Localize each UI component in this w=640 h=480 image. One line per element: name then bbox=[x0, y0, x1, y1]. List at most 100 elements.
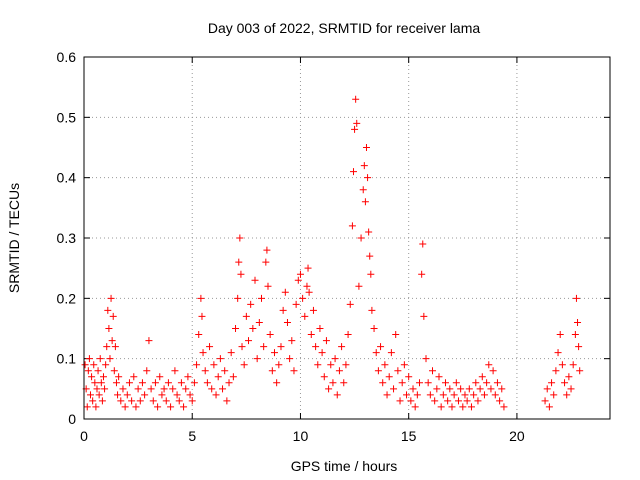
data-point bbox=[198, 312, 206, 320]
data-point bbox=[263, 246, 271, 254]
data-point bbox=[125, 379, 133, 387]
data-point bbox=[255, 318, 263, 326]
data-point bbox=[223, 397, 231, 405]
data-point bbox=[561, 379, 569, 387]
data-point bbox=[413, 391, 421, 399]
data-point bbox=[84, 367, 92, 375]
data-point bbox=[245, 337, 253, 345]
x-tick-label: 15 bbox=[401, 428, 417, 444]
data-point bbox=[416, 379, 424, 387]
data-point bbox=[470, 391, 478, 399]
data-point bbox=[134, 385, 142, 393]
data-point bbox=[214, 373, 222, 381]
data-point bbox=[201, 367, 209, 375]
data-point bbox=[569, 361, 577, 369]
data-point bbox=[190, 379, 198, 387]
data-point bbox=[554, 349, 562, 357]
data-point bbox=[277, 343, 285, 351]
data-point bbox=[121, 403, 129, 411]
data-point bbox=[424, 379, 432, 387]
data-point bbox=[379, 379, 387, 387]
data-point bbox=[234, 294, 242, 302]
data-point bbox=[141, 391, 149, 399]
data-point bbox=[247, 300, 255, 308]
data-point bbox=[103, 343, 111, 351]
data-point bbox=[359, 186, 367, 194]
data-point bbox=[235, 258, 243, 266]
data-point bbox=[262, 258, 270, 266]
data-point bbox=[270, 349, 278, 357]
data-point bbox=[138, 379, 146, 387]
data-point bbox=[91, 379, 99, 387]
data-point bbox=[476, 385, 484, 393]
data-point bbox=[225, 379, 233, 387]
data-point bbox=[331, 355, 339, 363]
data-point bbox=[109, 312, 117, 320]
data-point bbox=[88, 373, 96, 381]
data-point bbox=[450, 391, 458, 399]
data-point bbox=[571, 331, 579, 339]
data-point bbox=[325, 385, 333, 393]
data-point bbox=[136, 397, 144, 405]
data-point bbox=[480, 391, 488, 399]
data-point bbox=[158, 391, 166, 399]
data-point bbox=[123, 391, 131, 399]
data-point bbox=[407, 397, 415, 405]
data-point bbox=[180, 403, 188, 411]
data-point bbox=[167, 403, 175, 411]
data-point bbox=[353, 119, 361, 127]
data-point bbox=[349, 168, 357, 176]
data-point bbox=[110, 367, 118, 375]
data-point bbox=[439, 391, 447, 399]
data-point bbox=[173, 391, 181, 399]
data-point bbox=[160, 385, 168, 393]
data-point bbox=[117, 397, 125, 405]
data-point bbox=[372, 349, 380, 357]
data-point bbox=[305, 288, 313, 296]
data-point bbox=[463, 397, 471, 405]
data-point bbox=[151, 379, 159, 387]
data-point bbox=[90, 361, 98, 369]
data-point bbox=[101, 385, 109, 393]
data-point bbox=[216, 355, 224, 363]
data-point bbox=[429, 367, 437, 375]
data-point bbox=[219, 385, 227, 393]
data-point bbox=[362, 144, 370, 151]
data-point bbox=[567, 385, 575, 393]
x-tick-label: 5 bbox=[188, 428, 196, 444]
data-point bbox=[461, 391, 469, 399]
y-tick-label: 0.5 bbox=[57, 109, 77, 125]
data-point bbox=[85, 355, 93, 363]
data-point bbox=[452, 379, 460, 387]
x-tick-label: 10 bbox=[293, 428, 309, 444]
x-axis-label: GPS time / hours bbox=[291, 458, 398, 474]
data-point bbox=[498, 385, 506, 393]
data-point bbox=[208, 385, 216, 393]
data-point bbox=[301, 312, 309, 320]
data-point bbox=[130, 373, 138, 381]
x-tick-label: 0 bbox=[80, 428, 88, 444]
data-point bbox=[83, 403, 91, 411]
data-point bbox=[360, 162, 368, 170]
data-point bbox=[575, 343, 583, 351]
data-point bbox=[465, 385, 473, 393]
data-point bbox=[367, 270, 375, 278]
data-point bbox=[355, 282, 363, 290]
data-point bbox=[368, 306, 376, 314]
data-point bbox=[574, 318, 582, 326]
data-point bbox=[483, 379, 491, 387]
data-point bbox=[366, 252, 374, 260]
data-point bbox=[229, 373, 237, 381]
data-point bbox=[242, 312, 250, 320]
data-point bbox=[266, 331, 274, 339]
data-point bbox=[394, 367, 402, 375]
data-point bbox=[385, 373, 393, 381]
data-point bbox=[365, 228, 373, 236]
data-point bbox=[565, 373, 573, 381]
data-point bbox=[392, 331, 400, 339]
data-point bbox=[273, 379, 281, 387]
data-point bbox=[147, 385, 155, 393]
data-point bbox=[98, 397, 106, 405]
data-point bbox=[556, 331, 564, 339]
data-point bbox=[491, 391, 499, 399]
